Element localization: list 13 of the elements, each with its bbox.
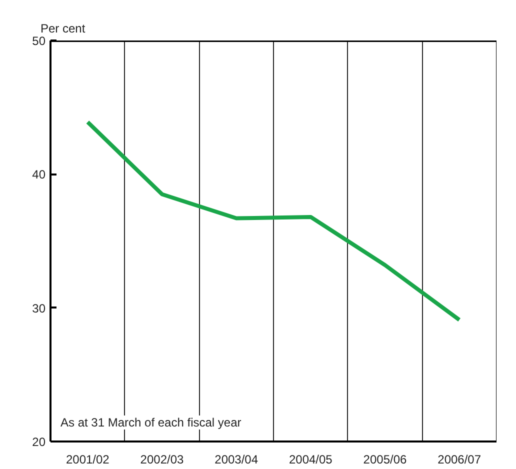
x-tick-label: 2002/03 xyxy=(140,452,184,466)
x-tick-label: 2003/04 xyxy=(214,452,258,466)
y-tick-label: 20 xyxy=(32,435,46,449)
x-tick-label: 2005/06 xyxy=(363,452,408,466)
x-tick-label: 2006/07 xyxy=(438,452,482,466)
x-tick-label: 2001/02 xyxy=(66,452,110,466)
y-axis-title: Per cent xyxy=(40,22,86,36)
y-tick-label: 50 xyxy=(32,34,46,48)
annotation: As at 31 March of each fiscal year xyxy=(60,416,242,430)
y-tick-label: 30 xyxy=(32,301,46,316)
line-series xyxy=(86,120,462,322)
y-tick-label: 40 xyxy=(32,168,46,182)
x-tick-label: 2004/05 xyxy=(288,452,333,466)
